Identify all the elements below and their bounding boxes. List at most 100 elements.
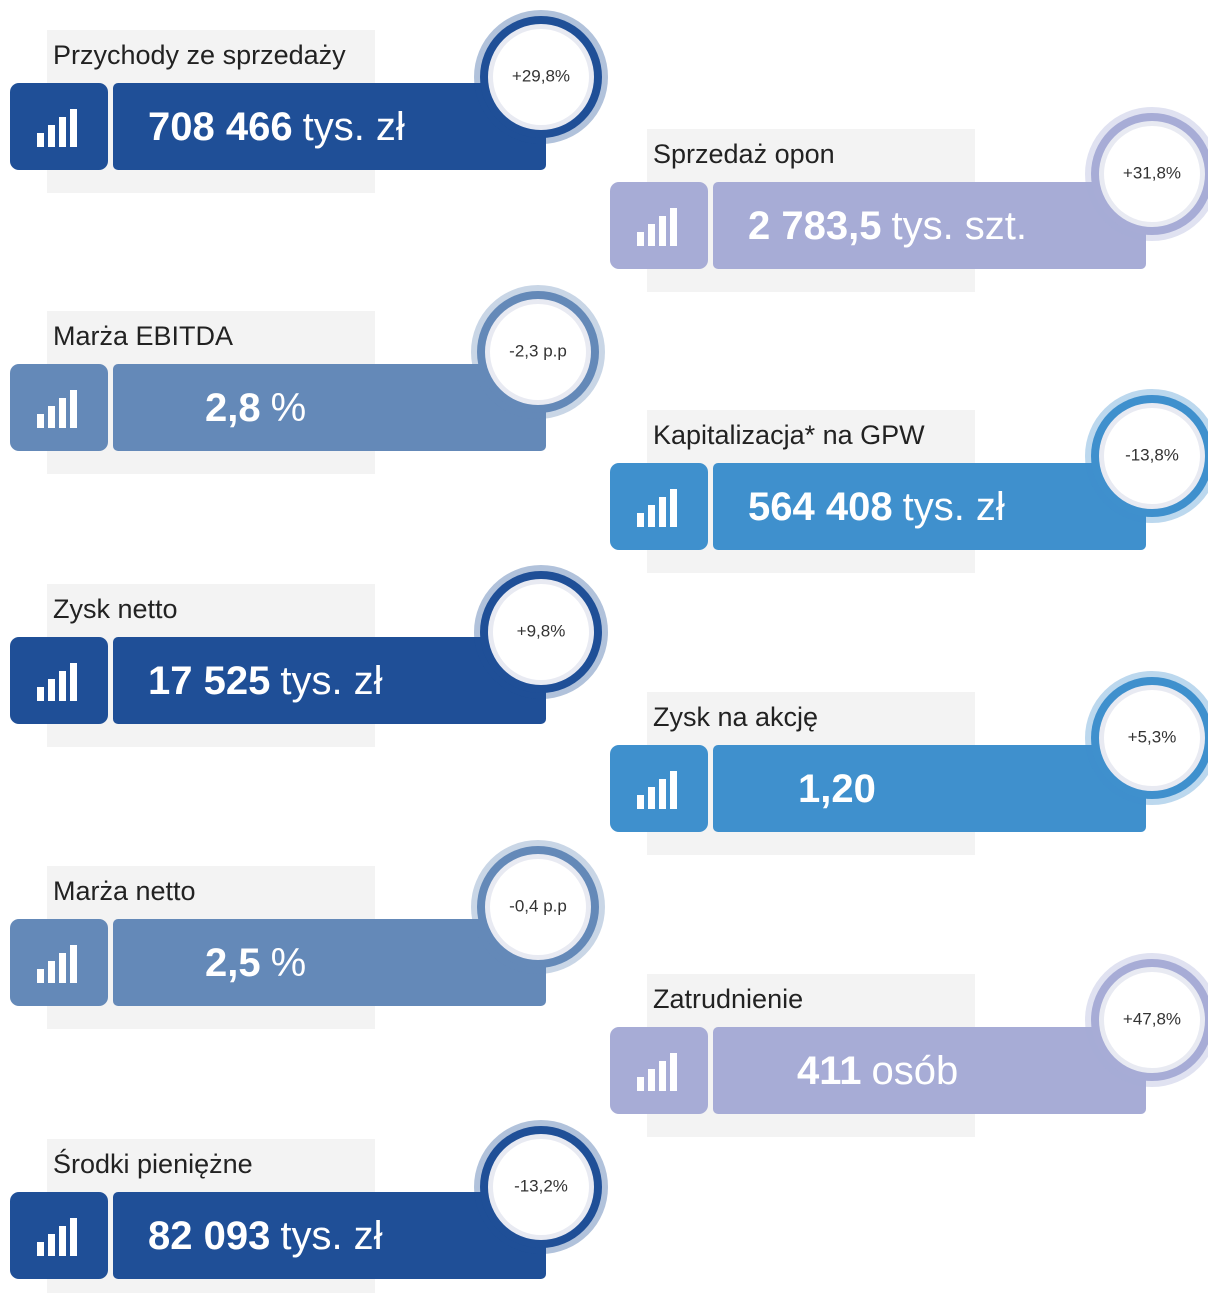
icon-bar <box>37 1242 44 1256</box>
value-bar <box>113 364 546 451</box>
icon-bar <box>648 505 655 527</box>
change-inner <box>1104 408 1200 504</box>
kpi-card: Sprzedaż opon 2 783,5 tys. szt. +31,8% <box>610 107 1208 292</box>
icon-bar <box>37 687 44 701</box>
icon-bar <box>48 1234 55 1256</box>
value-unit: % <box>271 941 307 985</box>
icon-bar <box>37 414 44 428</box>
icon-bar <box>70 1218 77 1256</box>
icon-bar <box>659 497 666 527</box>
value-number: 411 <box>797 1049 862 1093</box>
value-bar <box>113 637 546 724</box>
change-label: +31,8% <box>1123 163 1181 182</box>
card-value: 2 783,5 tys. szt. <box>748 204 1027 248</box>
value-unit: tys. zł <box>903 485 1005 529</box>
change-inner <box>493 29 589 125</box>
value-number: 2,8 <box>205 386 261 430</box>
card-label: Zysk netto <box>53 594 178 624</box>
value-bar <box>713 745 1146 832</box>
kpi-card: Zysk netto 17 525 tys. zł +9,8% <box>10 565 608 747</box>
change-inner <box>1104 690 1200 786</box>
card-label: Środki pieniężne <box>53 1147 253 1179</box>
icon-bar <box>59 1226 66 1256</box>
icon-bar <box>637 232 644 246</box>
value-bar <box>113 1192 546 1279</box>
change-label: -13,8% <box>1125 445 1179 464</box>
icon-bar <box>59 398 66 428</box>
card-label: Marża EBITDA <box>53 321 233 351</box>
change-inner <box>490 859 586 955</box>
card-value: 2,5% <box>205 941 306 985</box>
value-number: 1,20 <box>798 767 876 811</box>
icon-bar <box>37 133 44 147</box>
card-label: Przychody ze sprzedaży <box>53 40 346 70</box>
value-unit: osób <box>872 1049 959 1093</box>
icon-bar <box>670 489 677 527</box>
value-bar <box>713 1027 1146 1114</box>
value-unit: % <box>271 386 307 430</box>
icon-bar <box>659 216 666 246</box>
icon-bar <box>659 1061 666 1091</box>
icon-bar <box>670 1053 677 1091</box>
change-inner <box>493 1139 589 1235</box>
card-value: 708 466 tys. zł <box>148 105 405 149</box>
card-value: 1,20 <box>798 767 876 811</box>
value-number: 17 525 <box>148 659 270 703</box>
value-bar <box>113 919 546 1006</box>
kpi-card: Marża netto 2,5 % -0,4 p.p <box>10 840 605 1029</box>
change-label: -2,3 p.p <box>509 341 567 360</box>
change-label: +5,3% <box>1128 727 1177 746</box>
card-label: Sprzedaż opon <box>653 139 835 169</box>
icon-bar <box>637 795 644 809</box>
value-number: 82 093 <box>148 1214 270 1258</box>
card-value: 82 093 tys. zł <box>148 1214 383 1258</box>
icon-bar <box>637 1077 644 1091</box>
icon-bar <box>59 117 66 147</box>
value-number: 708 466 <box>148 105 293 149</box>
card-value: 2,8% <box>205 386 306 430</box>
icon-bar <box>59 671 66 701</box>
kpi-card: Zatrudnienie 411 osób +47,8% <box>610 953 1208 1137</box>
icon-bar <box>648 224 655 246</box>
change-label: -0,4 p.p <box>509 896 567 915</box>
card-value: 411 osób <box>797 1049 958 1093</box>
value-bar <box>713 463 1146 550</box>
kpi-card: Zysk na akcję 1,20 +5,3% <box>610 671 1208 855</box>
icon-bar <box>48 406 55 428</box>
kpi-card: Kapitalizacja* na GPW 564 408 tys. zł -13,8… <box>610 389 1208 573</box>
change-inner <box>1104 972 1200 1068</box>
value-unit: tys. zł <box>280 1214 382 1258</box>
icon-bar <box>59 953 66 983</box>
change-label: -13,2% <box>514 1176 568 1195</box>
icon-bar <box>48 961 55 983</box>
card-value: 17 525 tys. zł <box>148 659 383 703</box>
card-value: 564 408 tys. zł <box>748 485 1005 529</box>
card-label: Marża netto <box>53 876 196 906</box>
change-inner <box>490 304 586 400</box>
card-label: Zatrudnienie <box>653 984 803 1014</box>
icon-bar <box>70 390 77 428</box>
change-label: +29,8% <box>512 66 570 85</box>
icon-bar <box>37 969 44 983</box>
kpi-card: Środki pieniężne 82 093 tys. zł -13,2% <box>10 1120 608 1293</box>
change-inner <box>493 584 589 680</box>
value-bar <box>713 182 1146 269</box>
icon-bar <box>648 787 655 809</box>
kpi-card: Przychody ze sprzedaży 708 466 tys. zł +29,… <box>10 10 608 193</box>
value-unit: tys. zł <box>303 105 405 149</box>
icon-bar <box>48 679 55 701</box>
value-number: 2,5 <box>205 941 261 985</box>
value-number: 564 408 <box>748 485 893 529</box>
change-label: +47,8% <box>1123 1009 1181 1028</box>
change-inner <box>1104 126 1200 222</box>
kpi-card: Marża EBITDA 2,8 % -2,3 p.p <box>10 285 605 474</box>
change-label: +9,8% <box>517 621 566 640</box>
icon-bar <box>637 513 644 527</box>
icon-bar <box>659 779 666 809</box>
value-number: 2 783,5 <box>748 204 881 248</box>
value-unit: tys. szt. <box>891 204 1027 248</box>
icon-bar <box>70 945 77 983</box>
card-label: Zysk na akcję <box>653 702 818 732</box>
value-bar <box>113 83 546 170</box>
